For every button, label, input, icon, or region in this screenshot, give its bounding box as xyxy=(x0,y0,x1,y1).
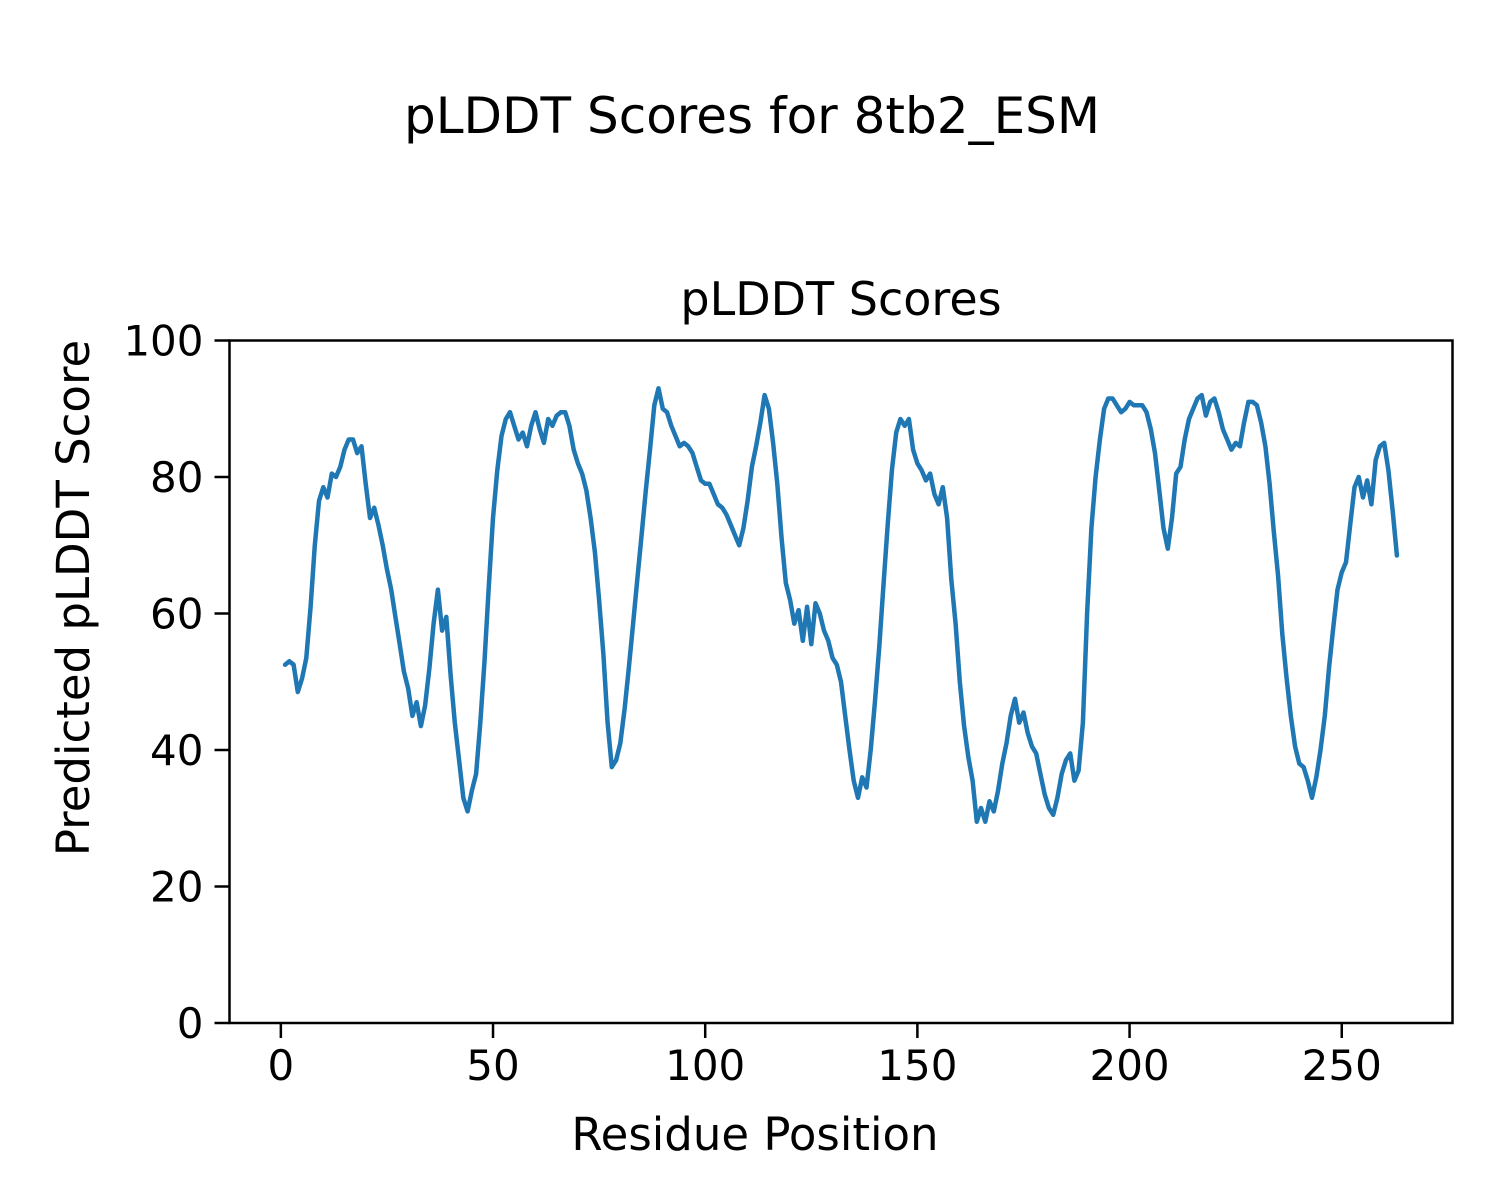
y-tick-label: 0 xyxy=(177,999,204,1048)
x-tick-label: 250 xyxy=(1302,1041,1382,1090)
plddt-line-series xyxy=(282,386,1400,824)
x-tick-label: 150 xyxy=(877,1041,957,1090)
y-tick-label: 60 xyxy=(150,590,203,639)
figure-suptitle: pLDDT Scores for 8tb2_ESM xyxy=(403,87,1101,145)
axes-frame xyxy=(228,339,1454,1025)
x-tick-label: 200 xyxy=(1089,1041,1169,1090)
x-tick-label: 0 xyxy=(267,1041,294,1090)
x-axis-label: Residue Position xyxy=(571,1108,939,1161)
y-tick-label: 40 xyxy=(150,726,203,775)
y-tick-label: 20 xyxy=(150,863,203,912)
x-tick-label: 100 xyxy=(665,1041,745,1090)
y-tick-label: 80 xyxy=(150,453,203,502)
x-axis-ticks: 0 50 100 150 200 250 xyxy=(267,1023,1382,1090)
axes-title: pLDDT Scores xyxy=(680,272,1002,326)
x-tick-label: 50 xyxy=(466,1041,519,1090)
y-axis-ticks: 0 20 40 60 80 100 xyxy=(123,317,230,1048)
y-tick-label: 100 xyxy=(123,317,203,366)
